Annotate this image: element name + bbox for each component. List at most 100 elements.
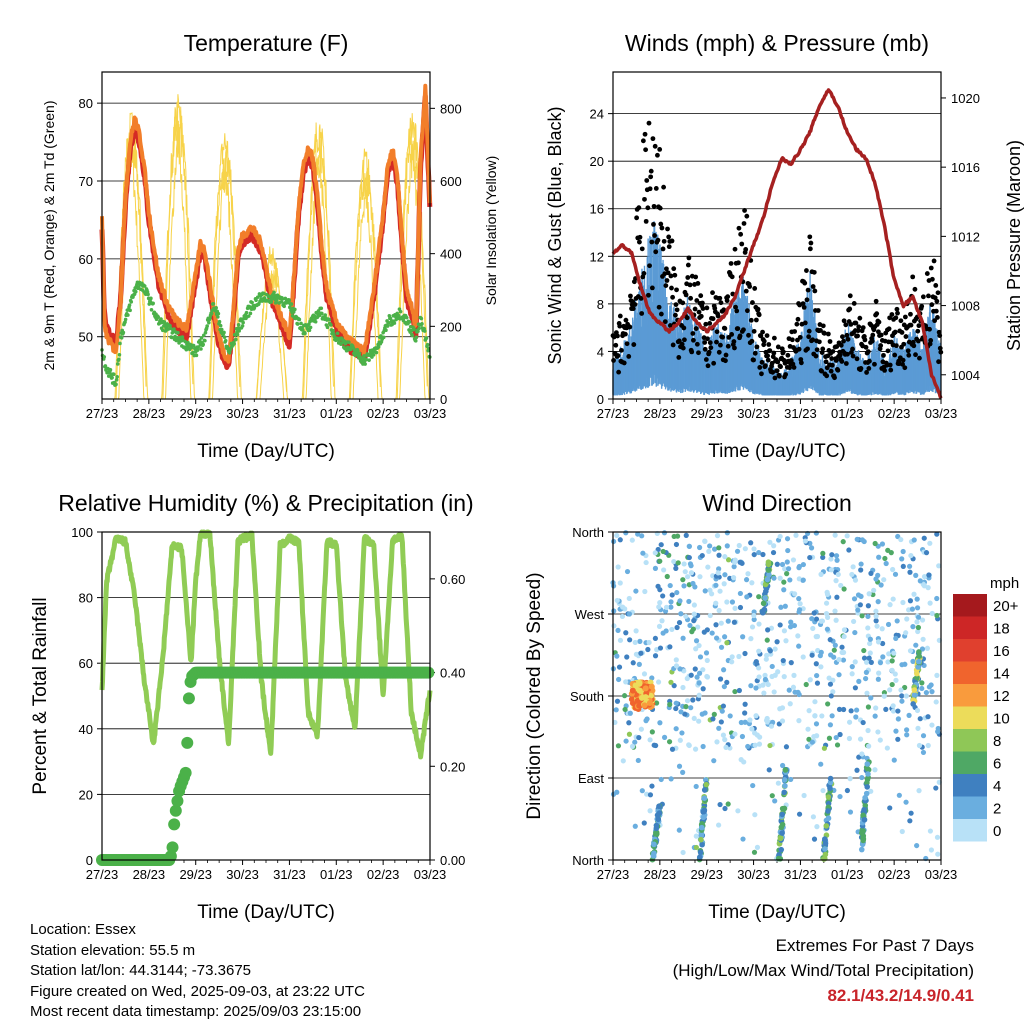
direction-point <box>879 541 886 547</box>
direction-point <box>627 710 633 716</box>
direction-point <box>823 823 830 829</box>
direction-point <box>880 640 886 647</box>
dewpoint-point <box>110 375 114 380</box>
direction-point <box>633 651 640 657</box>
dewpoint-point <box>297 317 302 322</box>
direction-point <box>721 667 727 673</box>
direction-point <box>678 611 684 617</box>
gust-point <box>816 339 822 345</box>
direction-point <box>703 650 710 656</box>
dewpoint-point <box>211 301 216 306</box>
direction-point <box>779 805 786 812</box>
gust-point <box>807 234 813 240</box>
gust-point <box>615 353 621 359</box>
direction-point <box>915 624 921 631</box>
dewpoint-point <box>222 330 226 335</box>
gust-point <box>706 349 712 355</box>
direction-point <box>750 782 756 789</box>
direction-point <box>657 645 664 651</box>
legend-swatch <box>953 706 987 729</box>
direction-point <box>913 642 919 648</box>
gust-point <box>696 350 701 356</box>
direction-point <box>753 713 759 719</box>
direction-point <box>809 616 815 622</box>
y-tick-label: 12 <box>590 249 604 264</box>
direction-point <box>834 557 840 563</box>
extremes-subtitle: (High/Low/Max Wind/Total Precipitation) <box>672 961 974 980</box>
direction-point <box>777 706 783 712</box>
dewpoint-point <box>262 291 266 296</box>
gust-point <box>650 136 656 142</box>
gust-point <box>844 332 850 338</box>
direction-point <box>767 648 773 654</box>
gust-point <box>649 239 655 245</box>
dewpoint-point <box>299 321 303 326</box>
dewpoint-point <box>114 382 118 387</box>
direction-point <box>711 758 717 764</box>
gust-point <box>823 359 829 365</box>
dewpoint-point <box>112 372 116 377</box>
direction-point <box>921 574 928 580</box>
dewpoint-point <box>160 328 165 333</box>
direction-point <box>779 821 786 828</box>
direction-point <box>688 705 694 711</box>
direction-point <box>742 719 748 725</box>
y2-tick-label: 0 <box>440 392 447 407</box>
gust-point <box>652 233 658 238</box>
y-tick-label: 20 <box>79 787 93 802</box>
gust-point <box>705 363 711 369</box>
gust-point <box>919 303 925 309</box>
y2-axis-label: Station Pressure (Maroon) <box>1004 140 1024 351</box>
direction-point <box>772 798 778 804</box>
direction-point <box>709 630 715 636</box>
direction-point <box>696 680 702 686</box>
direction-point <box>691 602 697 608</box>
direction-point <box>639 533 645 539</box>
dewpoint-point <box>425 342 430 347</box>
dewpoint-point <box>327 317 331 322</box>
direction-point <box>681 583 687 589</box>
x-tick-label: 03/23 <box>414 406 447 421</box>
direction-point <box>774 561 780 567</box>
direction-point <box>916 658 922 665</box>
gust-point <box>752 286 758 291</box>
gust-point <box>684 315 690 321</box>
dewpoint-point <box>329 323 333 327</box>
gust-point <box>804 268 809 273</box>
direction-point <box>895 716 901 722</box>
direction-point <box>874 623 880 629</box>
direction-point <box>824 591 831 597</box>
direction-point <box>765 561 772 568</box>
gust-point <box>796 346 802 352</box>
gust-point <box>892 352 898 358</box>
direction-point <box>777 835 784 842</box>
gust-point <box>648 174 654 180</box>
gust-point <box>637 239 642 245</box>
gust-point <box>735 260 741 266</box>
direction-point <box>925 585 931 591</box>
direction-point <box>737 590 743 597</box>
direction-point <box>704 657 710 664</box>
direction-point <box>831 647 837 653</box>
direction-point <box>934 531 940 537</box>
direction-point <box>834 594 840 600</box>
direction-point <box>714 533 721 539</box>
direction-point <box>722 737 728 743</box>
direction-point <box>632 739 638 745</box>
gust-point <box>927 326 932 332</box>
direction-point <box>813 721 820 727</box>
direction-point <box>676 827 682 833</box>
direction-point <box>633 628 639 634</box>
direction-point <box>861 655 868 661</box>
direction-point <box>805 726 811 732</box>
direction-point <box>885 621 892 628</box>
gust-point <box>845 336 851 342</box>
direction-point <box>711 546 718 552</box>
direction-point <box>729 599 736 605</box>
dewpoint-point <box>320 311 324 316</box>
direction-point <box>862 794 868 801</box>
gust-point <box>623 317 629 323</box>
dewpoint-point <box>422 329 427 333</box>
direction-point <box>764 715 770 722</box>
